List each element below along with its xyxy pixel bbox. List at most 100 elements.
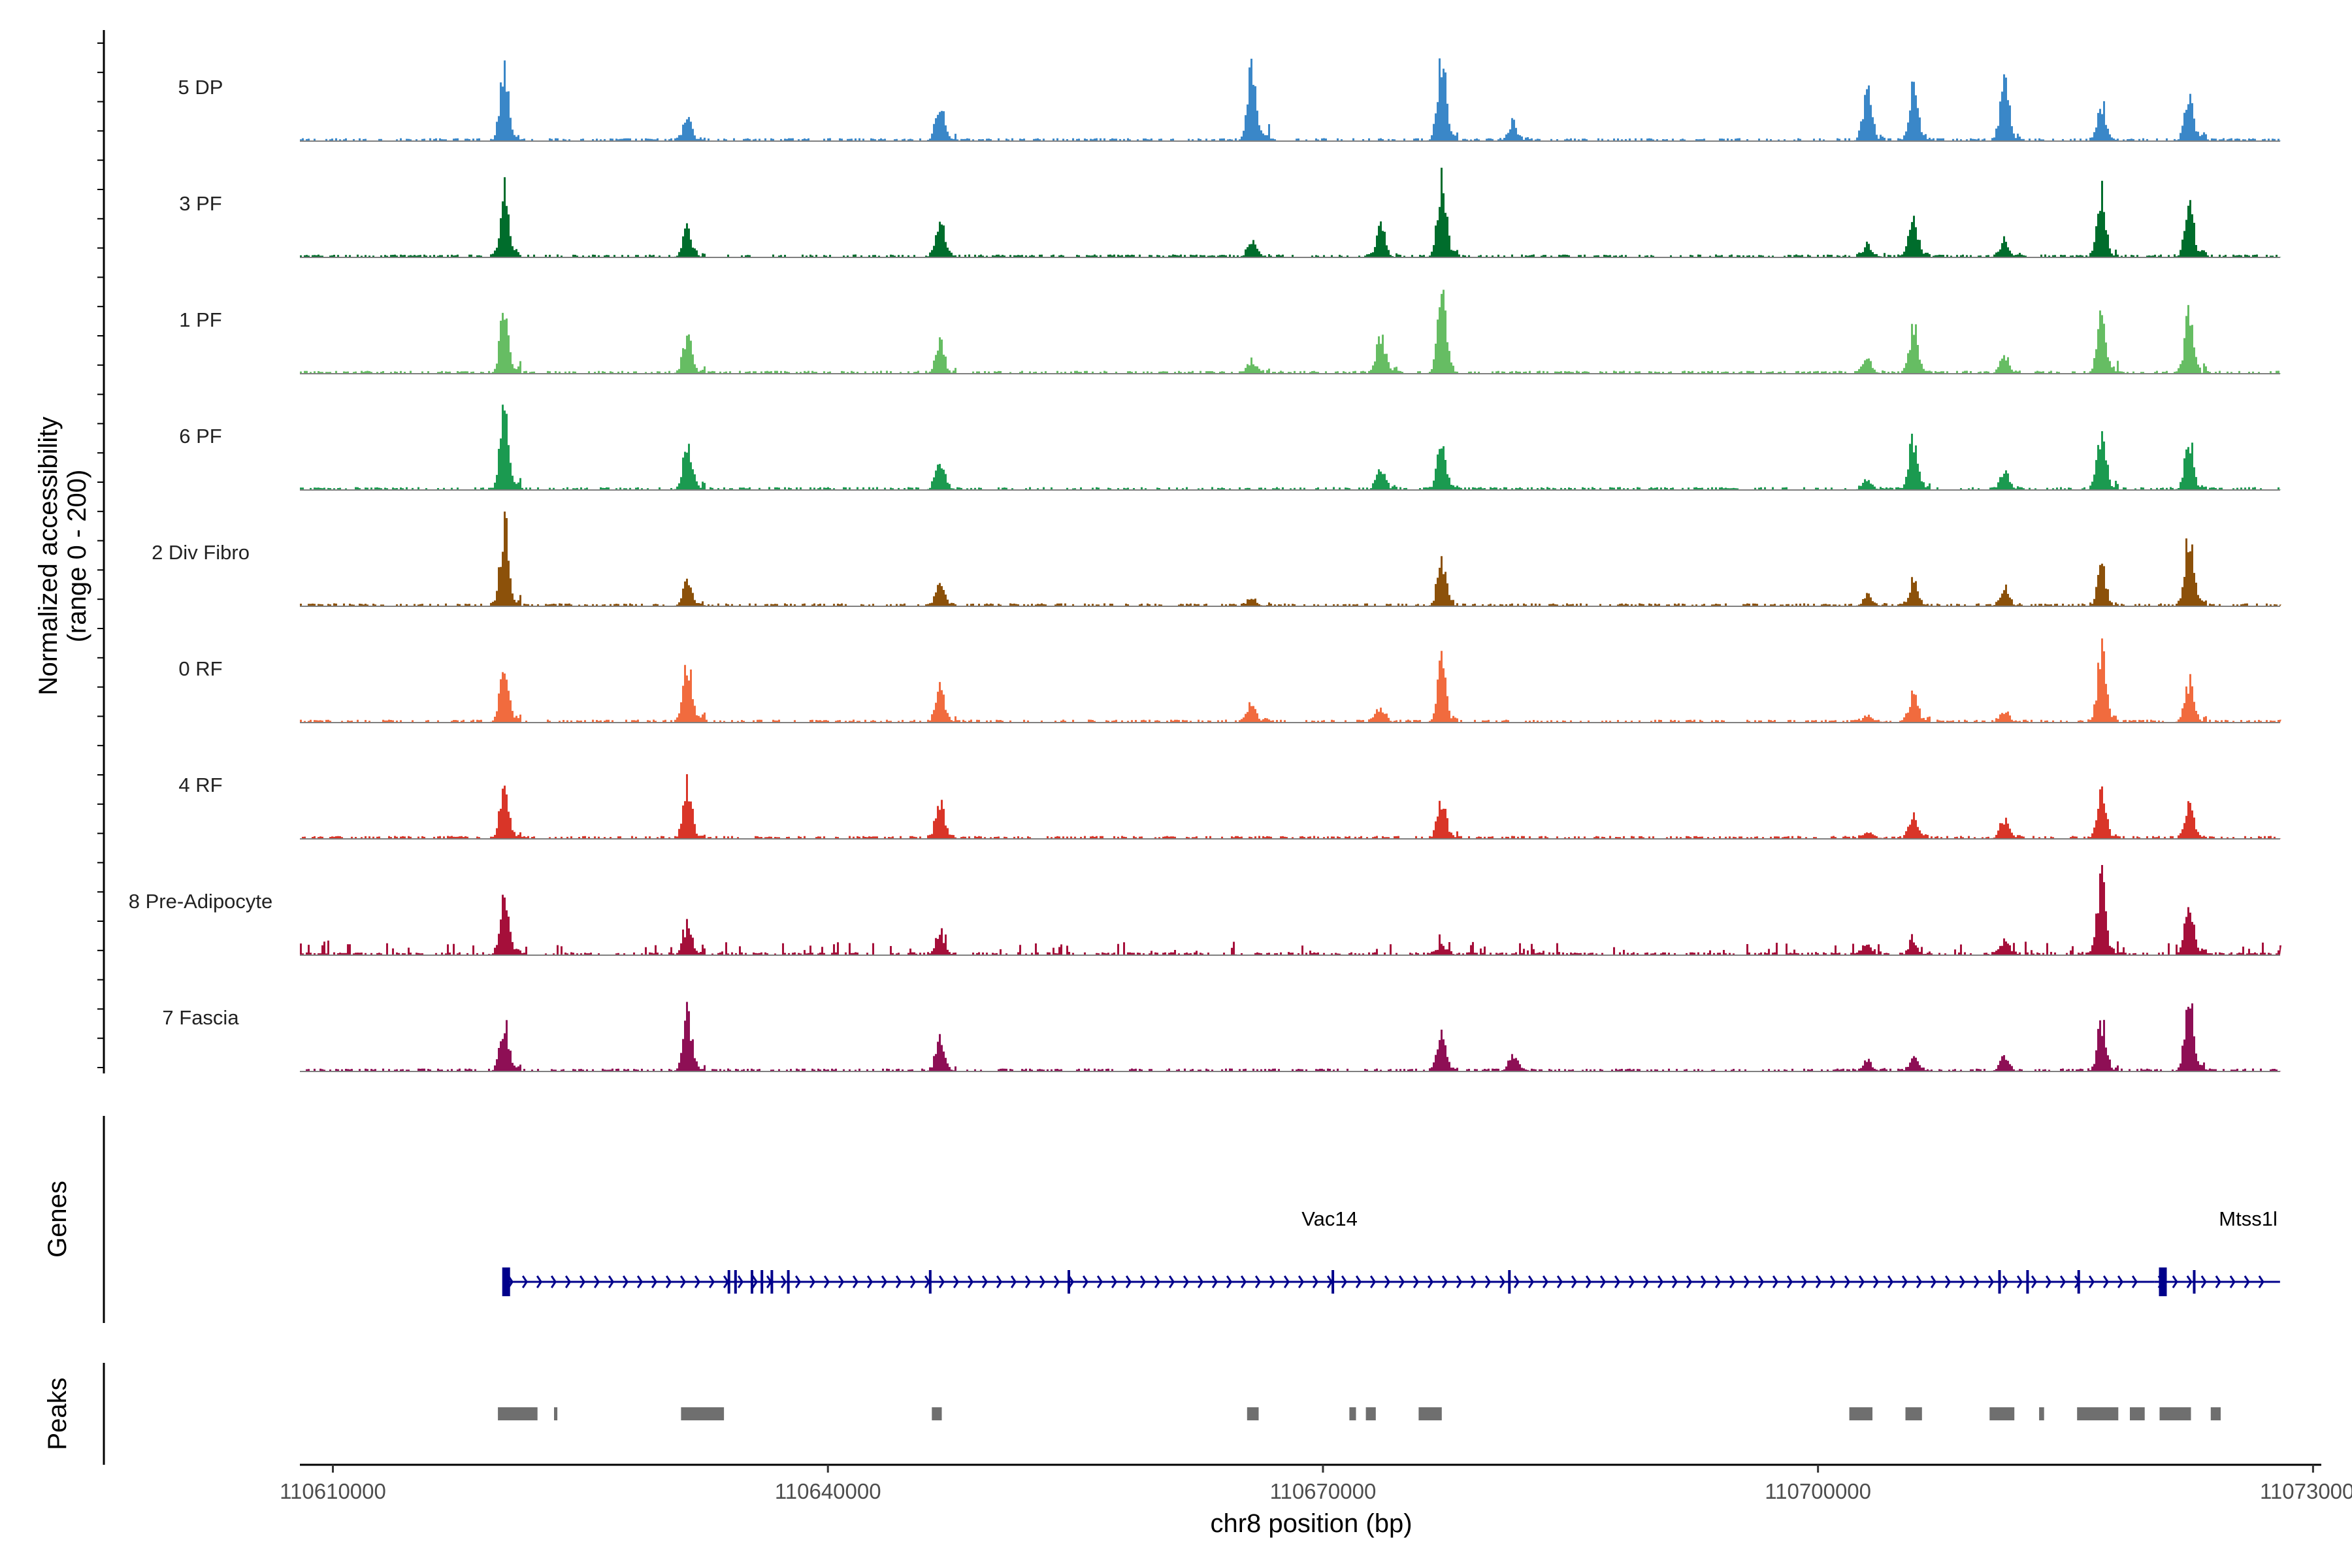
strand-arrow (1772, 1275, 1778, 1288)
y-axis-title-line1: Normalized accessibility (34, 417, 63, 696)
strand-arrow (967, 1275, 973, 1288)
strand-arrow (1901, 1275, 1908, 1288)
exon (1508, 1270, 1511, 1294)
strand-arrow (694, 1275, 700, 1288)
strand-arrow (1427, 1275, 1433, 1288)
gene: Vac14 (502, 1207, 2155, 1296)
strand-arrow (1183, 1275, 1189, 1288)
peaks-panel-label: Peaks (43, 1377, 72, 1450)
strand-arrow (2045, 1275, 2051, 1288)
strand-arrow (1829, 1275, 1836, 1288)
strand-arrow (1024, 1275, 1031, 1288)
strand-arrow (1341, 1275, 1347, 1288)
strand-arrow (1729, 1275, 1735, 1288)
track-label: 2 Div Fibro (152, 541, 250, 564)
x-tick-label: 110700000 (1765, 1479, 1871, 1503)
strand-arrow (1858, 1275, 1865, 1288)
strand-arrow (1973, 1275, 1980, 1288)
strand-arrow (2200, 1275, 2207, 1288)
coverage-track: 3 PF (179, 167, 2281, 258)
strand-arrow (1111, 1275, 1117, 1288)
strand-arrow (1757, 1275, 1764, 1288)
strand-arrow (1657, 1275, 1663, 1288)
strand-arrow (2059, 1275, 2066, 1288)
genes-panel-label: Genes (43, 1181, 72, 1258)
gene-track: Vac14 Mtss1l (502, 1207, 2280, 1296)
strand-arrow (1700, 1275, 1707, 1288)
strand-arrow (708, 1275, 715, 1288)
strand-arrow (1513, 1275, 1520, 1288)
track-label: 4 RF (178, 774, 222, 796)
strand-arrow (838, 1275, 844, 1288)
track-label: 1 PF (179, 308, 221, 331)
track-label: 6 PF (179, 425, 221, 448)
strand-arrow (2244, 1275, 2250, 1288)
strand-arrow (622, 1275, 629, 1288)
strand-arrow (938, 1275, 945, 1288)
strand-arrow (550, 1275, 557, 1288)
coverage-track: 2 Div Fibro (152, 512, 2281, 607)
strand-arrow (1614, 1275, 1620, 1288)
peak-region (1849, 1407, 1872, 1420)
coverage-area (300, 512, 2281, 606)
exon (1068, 1270, 1070, 1294)
strand-arrow (1671, 1275, 1678, 1288)
strand-arrow (866, 1275, 873, 1288)
x-axis: 110610000 110640000 110670000 110700000 1107… (280, 1463, 2352, 1503)
coverage-area (300, 289, 2281, 374)
strand-arrow (996, 1275, 1002, 1288)
strand-arrow (2088, 1275, 2095, 1288)
strand-arrow (564, 1275, 571, 1288)
strand-arrow (1283, 1275, 1290, 1288)
strand-arrow (1930, 1275, 1936, 1288)
coverage-area (300, 167, 2281, 257)
strand-arrow (1484, 1275, 1491, 1288)
strand-arrow (1786, 1275, 1793, 1288)
strand-arrow (2186, 1275, 2193, 1288)
gene-label: Mtss1l (2219, 1207, 2278, 1230)
exon (2159, 1267, 2167, 1296)
strand-arrow (1139, 1275, 1146, 1288)
strand-arrow (2172, 1275, 2178, 1288)
peak-region (1349, 1407, 1356, 1420)
strand-arrow (1226, 1275, 1232, 1288)
strand-arrow (1844, 1275, 1850, 1288)
exon (2026, 1270, 2029, 1294)
strand-arrow (593, 1275, 600, 1288)
strand-arrow (1642, 1275, 1649, 1288)
coverage-area (300, 58, 2281, 141)
strand-arrow (579, 1275, 585, 1288)
coverage-track: 6 PF (179, 404, 2281, 491)
strand-arrow (1987, 1275, 1994, 1288)
strand-arrow (981, 1275, 988, 1288)
strand-arrow (1456, 1275, 1462, 1288)
peak-region (2039, 1407, 2044, 1420)
strand-arrow (1499, 1275, 1505, 1288)
peak-region (2077, 1407, 2119, 1420)
strand-arrow (1628, 1275, 1635, 1288)
gene-label: Vac14 (1301, 1207, 1358, 1230)
exon (727, 1270, 730, 1294)
strand-arrow (1154, 1275, 1160, 1288)
strand-arrow (1686, 1275, 1692, 1288)
strand-arrow (737, 1275, 743, 1288)
exon (787, 1270, 790, 1294)
x-tick-label: 110730000 (2260, 1479, 2352, 1503)
strand-arrow (1887, 1275, 1893, 1288)
coverage-track: 4 RF (178, 774, 2281, 840)
strand-arrow (780, 1275, 787, 1288)
strand-arrow (909, 1275, 916, 1288)
exon (1331, 1270, 1335, 1294)
strand-arrow (1801, 1275, 1807, 1288)
strand-arrow (679, 1275, 686, 1288)
strand-arrow (2002, 1275, 2008, 1288)
strand-arrow (1384, 1275, 1390, 1288)
track-label: 3 PF (179, 192, 221, 215)
strand-arrow (665, 1275, 672, 1288)
coverage-tracks: 5 DP 3 PF 1 PF 6 PF 2 Div Fibro 0 RF 4 RF 8 Pre… (129, 58, 2281, 1072)
strand-arrow (608, 1275, 614, 1288)
peak-region (932, 1407, 942, 1420)
exon (2193, 1270, 2196, 1294)
peak-region (2210, 1407, 2221, 1420)
coverage-area (300, 638, 2281, 723)
